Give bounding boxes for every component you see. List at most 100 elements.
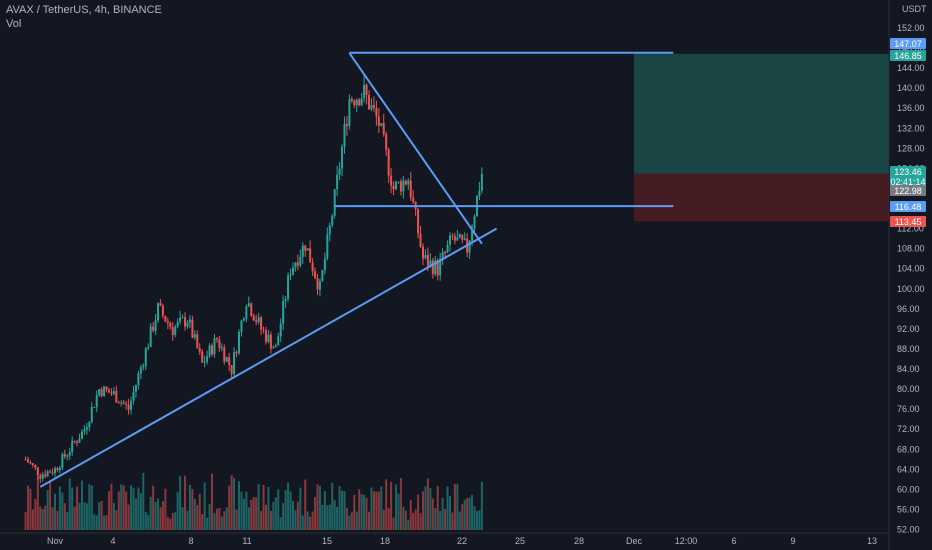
- time-tick-label: 22: [457, 536, 467, 546]
- candle-body: [181, 317, 184, 319]
- volume-bar: [431, 498, 434, 530]
- price-tick-label: 140.00: [897, 83, 925, 93]
- candle-body: [348, 98, 351, 126]
- volume-bar: [402, 506, 405, 530]
- volume-bar: [36, 476, 39, 530]
- volume-bar: [166, 516, 169, 530]
- price-tag: [890, 185, 926, 196]
- price-tick-label: 76.00: [897, 404, 920, 414]
- candle-body: [58, 467, 61, 471]
- volume-bar: [456, 483, 459, 530]
- candle-body: [380, 123, 383, 126]
- price-tag-label: 147.07: [894, 39, 922, 49]
- volume-bar: [127, 504, 130, 530]
- price-tick-label: 112.00: [897, 224, 924, 234]
- volume-bar: [120, 484, 123, 530]
- price-tick-label: 100.00: [897, 284, 925, 294]
- volume-bar: [277, 489, 280, 530]
- candle-body: [144, 348, 147, 366]
- candle-body: [289, 274, 292, 276]
- volume-bar: [360, 494, 363, 530]
- volume-bar: [73, 506, 76, 530]
- candle-body: [193, 334, 196, 338]
- candle-body: [201, 351, 204, 363]
- candle-body: [284, 298, 287, 301]
- candle-body: [51, 472, 54, 474]
- volume-bar: [193, 498, 196, 530]
- candle-body: [110, 392, 113, 394]
- candle-body: [164, 315, 167, 322]
- volume-bar: [39, 506, 42, 530]
- candle-body: [71, 440, 74, 453]
- volume-bar: [365, 497, 368, 530]
- volume-bar: [250, 500, 253, 530]
- candle-body: [426, 254, 429, 267]
- time-tick-label: 8: [188, 536, 193, 546]
- candle-body: [54, 468, 56, 474]
- volume-bar: [328, 504, 331, 530]
- candle-body: [130, 400, 133, 410]
- volume-bar: [179, 476, 182, 530]
- volume-bar: [458, 511, 461, 530]
- trend-lines[interactable]: [39, 51, 674, 488]
- price-tag-label: 116.48: [895, 202, 922, 212]
- volume-bar: [311, 511, 314, 530]
- price-tag: [890, 50, 926, 61]
- candle-body: [355, 99, 358, 106]
- volume-bar: [117, 491, 120, 530]
- volume-bar: [103, 515, 106, 530]
- candle-body: [41, 474, 44, 479]
- volume-bar: [95, 515, 98, 530]
- candle-body: [343, 123, 346, 147]
- volume-bar: [368, 511, 371, 530]
- candle-body: [456, 237, 459, 241]
- candle-body: [103, 386, 106, 397]
- candle-body: [301, 245, 304, 257]
- price-tick-label: 104.00: [897, 264, 925, 274]
- trendline-support[interactable]: [39, 227, 498, 488]
- volume-bar: [115, 510, 118, 530]
- volume-bar: [107, 491, 110, 530]
- volume-bar: [272, 501, 275, 530]
- volume-bar: [306, 511, 309, 530]
- candle-body: [358, 99, 361, 106]
- price-tick-label: 136.00: [897, 103, 925, 113]
- volume-bar: [122, 485, 125, 530]
- time-tick-label: Nov: [47, 536, 64, 546]
- symbol-title[interactable]: AVAX / TetherUS, 4h, BINANCE: [6, 4, 162, 16]
- candle-body: [107, 389, 110, 393]
- candle-body: [100, 389, 103, 397]
- candle-body: [436, 260, 439, 276]
- price-tick-label: 60.00: [897, 484, 920, 494]
- volume-bar: [93, 514, 96, 530]
- volume-bar: [436, 486, 439, 530]
- candle-body: [247, 303, 250, 307]
- volume-bar: [269, 511, 272, 530]
- volume-bar: [54, 493, 56, 530]
- volume-bar: [230, 475, 233, 530]
- candle-body: [46, 471, 49, 477]
- candle-body: [73, 440, 76, 442]
- volume-bar: [267, 486, 270, 530]
- volume-bar: [34, 498, 37, 530]
- time-tick-label: 13: [867, 536, 877, 546]
- volume-bar: [333, 499, 336, 530]
- candle-body: [291, 267, 294, 275]
- volume-indicator-label[interactable]: Vol: [6, 18, 22, 30]
- volume-bar: [385, 479, 388, 530]
- candle-body: [409, 180, 412, 198]
- candle-body: [78, 438, 81, 443]
- candle-body: [267, 334, 270, 342]
- volume-bar: [471, 494, 474, 530]
- trendline-descending-resistance[interactable]: [348, 52, 483, 245]
- candle-body: [264, 330, 267, 342]
- volume-bar: [390, 481, 393, 530]
- volume-bar: [463, 499, 466, 530]
- volume-bar: [63, 503, 66, 530]
- time-tick-label: 15: [322, 536, 332, 546]
- volume-bar: [429, 488, 432, 530]
- candle-body: [166, 321, 169, 323]
- time-axis[interactable]: Nov 4 8 11 15 18 22 25 28 Dec 12:00 6 9 13: [47, 536, 877, 546]
- candle-body: [220, 347, 223, 349]
